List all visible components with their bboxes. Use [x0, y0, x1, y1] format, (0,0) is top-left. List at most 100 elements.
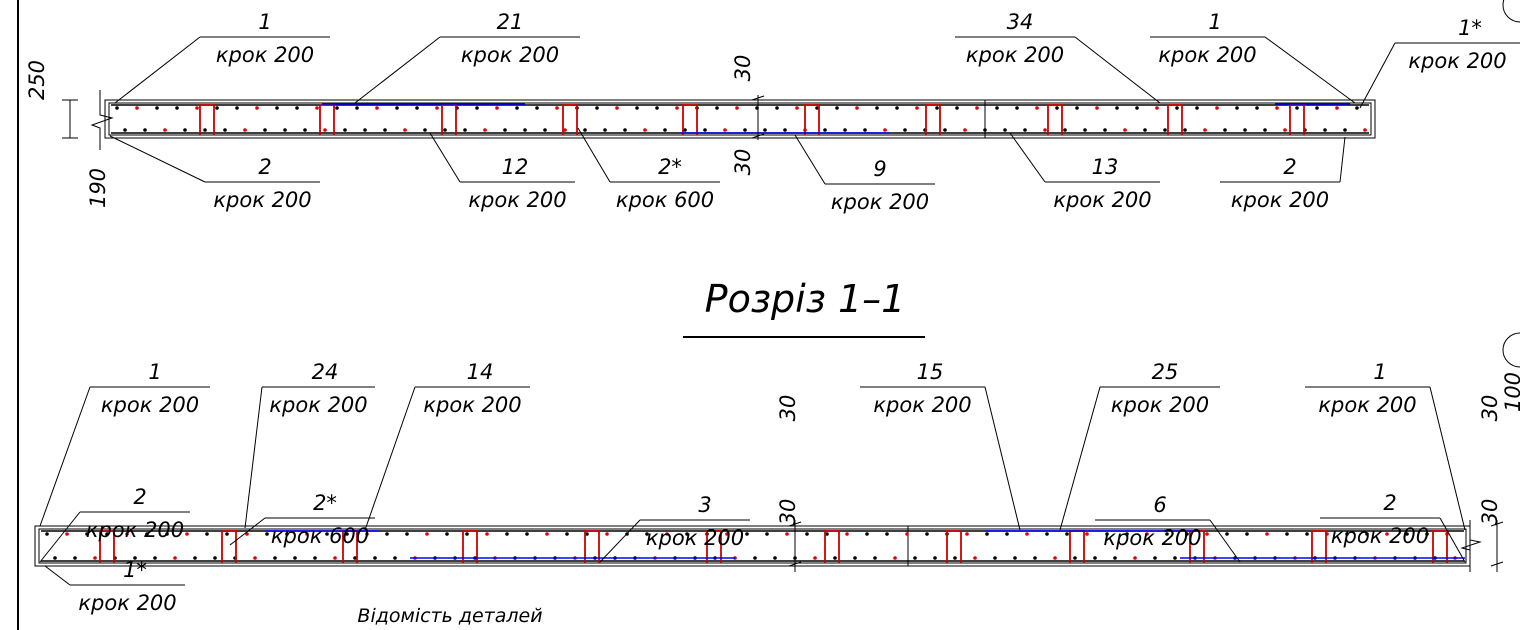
rebar-dot: [895, 106, 899, 110]
rebar-dot: [73, 556, 77, 560]
rebar-dot: [585, 532, 589, 536]
rebar-dot: [735, 106, 739, 110]
stirrup: [946, 530, 962, 563]
dimension-label: 30: [1478, 499, 1502, 526]
rebar-dot: [823, 128, 827, 132]
rebar-dot: [153, 556, 157, 560]
rebar-dot: [1125, 532, 1129, 536]
leader-line: [1009, 132, 1046, 183]
rebar-dot: [703, 128, 707, 132]
rebar-dot: [1385, 532, 1389, 536]
rebar-dot: [333, 556, 337, 560]
callout-step: крок 200: [213, 188, 311, 212]
callout-step: крок 600: [616, 188, 714, 212]
rebar-dot: [1003, 128, 1007, 132]
rebar-dot: [605, 532, 609, 536]
rebar-dot: [325, 532, 329, 536]
rebar-dot: [643, 128, 647, 132]
rebar-dot: [915, 106, 919, 110]
rebar-dot: [295, 106, 299, 110]
rebar-dot: [175, 106, 179, 110]
rebar-dot: [865, 532, 869, 536]
stirrup: [804, 104, 820, 135]
rebar-dot: [875, 106, 879, 110]
rebar-dot: [1163, 128, 1167, 132]
rebar-dot: [1095, 106, 1099, 110]
leader-line: [984, 386, 1021, 531]
rebar-dot: [375, 106, 379, 110]
callout-mark: 34: [1007, 10, 1034, 34]
callout-mark: 1: [258, 10, 271, 34]
rebar-dot: [105, 532, 109, 536]
rebar-dot: [845, 532, 849, 536]
stirrup: [99, 530, 115, 563]
rebar-dot: [883, 128, 887, 132]
rebar-dot: [243, 128, 247, 132]
rebar-dot: [193, 556, 197, 560]
rebar-dot: [583, 128, 587, 132]
leader-line: [1429, 386, 1466, 531]
rebar-dot: [1365, 532, 1369, 536]
rebar-dot: [863, 128, 867, 132]
rebar-dot: [623, 128, 627, 132]
rebar-dot: [505, 532, 509, 536]
rebar-dot: [1223, 128, 1227, 132]
rebar-dot: [855, 106, 859, 110]
rebar-dot: [313, 556, 317, 560]
leader-line: [44, 565, 71, 586]
rebar-dot: [1133, 556, 1137, 560]
dim-line: [788, 520, 802, 572]
rebar-dot: [1275, 106, 1279, 110]
rebar-dot: [1285, 532, 1289, 536]
callout-step: крок 200: [461, 43, 559, 67]
rebar-dot: [635, 106, 639, 110]
callout-mark: 13: [1092, 155, 1119, 179]
rebar-dot: [415, 106, 419, 110]
rebar-dot: [1153, 556, 1157, 560]
callout-mark: 21: [497, 10, 524, 34]
rebar-dot: [165, 532, 169, 536]
leader-line: [1059, 386, 1101, 531]
rebar-dot: [1033, 556, 1037, 560]
rebar-dot: [963, 128, 967, 132]
leader-line: [229, 517, 266, 546]
leader-line: [1264, 36, 1356, 104]
callout-mark: 2: [133, 485, 146, 509]
leader-line: [244, 386, 263, 529]
callout-step: крок 200: [78, 591, 176, 615]
rebar-dot: [203, 128, 207, 132]
rebar-dot: [393, 556, 397, 560]
rebar-dot: [93, 556, 97, 560]
rebar-dot: [225, 532, 229, 536]
callout-step: крок 200: [423, 393, 521, 417]
rebar-dot: [955, 106, 959, 110]
callout-step: крок 200: [966, 43, 1064, 67]
callout-step: крок 200: [1053, 188, 1151, 212]
stirrup: [706, 530, 722, 563]
caption: Відомість деталей: [357, 605, 542, 627]
rebar-dot: [1075, 106, 1079, 110]
callout-mark: 6: [1153, 493, 1166, 517]
rebar-dot: [435, 106, 439, 110]
rebar-dot: [833, 556, 837, 560]
rebar-dot: [445, 532, 449, 536]
callout-mark: 9: [873, 157, 886, 181]
rebar-dot: [395, 106, 399, 110]
rebar-dot: [765, 532, 769, 536]
rebar-dot: [995, 106, 999, 110]
rebar-dot: [1195, 106, 1199, 110]
callout-mark: 1*: [1458, 16, 1482, 40]
rebar-dot: [1173, 556, 1177, 560]
rebar-dot: [655, 106, 659, 110]
dimension-label: 190: [86, 168, 110, 208]
rebar-dot: [215, 106, 219, 110]
rebar-dot: [1355, 106, 1359, 110]
rebar-dot: [1145, 532, 1149, 536]
rebar-dot: [335, 106, 339, 110]
rebar-dot: [265, 532, 269, 536]
rebar-dot: [1215, 106, 1219, 110]
callout-step: крок 200: [216, 43, 314, 67]
rebar-dot: [1135, 106, 1139, 110]
rebar-dot: [255, 106, 259, 110]
rebar-dot: [843, 128, 847, 132]
